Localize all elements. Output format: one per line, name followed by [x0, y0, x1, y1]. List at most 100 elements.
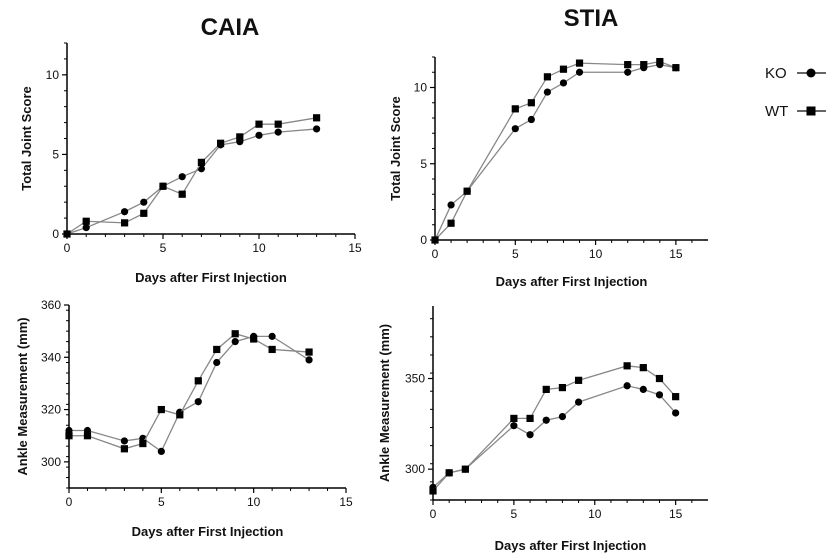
stia-score-wt-point — [672, 64, 680, 72]
stia-score-x-tick-label: 10 — [589, 247, 603, 261]
caia-score-ko-point — [274, 128, 282, 136]
caia-ankle-y-tick-label: 320 — [41, 403, 61, 417]
chart-panels: CAIA 0 5 10 15 0 5 10 Days after First Injection… — [15, 5, 708, 553]
caia-score-x-axis-label: Days after First Injection — [135, 270, 287, 285]
legend-square-marker — [806, 106, 816, 116]
stia-score-title: STIA — [564, 5, 619, 32]
stia-score-wt-point — [447, 219, 455, 227]
caia-ankle-ko-point — [268, 332, 276, 340]
caia-ankle-y-tick-label: 300 — [41, 455, 61, 469]
stia-score-ko-line — [434, 63, 677, 241]
stia-score-wt-point — [431, 236, 439, 244]
stia-score-y-axis-label: Total Joint Score — [388, 96, 403, 201]
caia-ankle-ko-point — [305, 356, 313, 364]
stia-ankle-x-tick-label: 5 — [511, 507, 518, 521]
caia-score-x-tick-label: 0 — [64, 241, 71, 255]
caia-score-series-wt — [63, 114, 321, 238]
stia-ankle-ko-point — [672, 409, 680, 417]
caia-score-x-tick-label: 15 — [348, 241, 362, 255]
caia-ankle-wt-point — [120, 445, 128, 453]
stia-ankle-x-axis-label: Days after First Injection — [495, 538, 647, 553]
stia-score-wt-point — [640, 61, 648, 69]
stia-ankle-wt-point — [574, 376, 583, 384]
stia-score-wt-point — [463, 187, 471, 195]
stia-score-series-ko — [431, 61, 680, 244]
stia-score-x-tick-label: 5 — [512, 247, 519, 261]
caia-score-ko-point — [313, 125, 321, 133]
legend-item-wt: WT — [765, 103, 826, 120]
caia-ankle-wt-point — [231, 330, 239, 338]
stia-ankle-x-tick-label: 10 — [588, 507, 602, 521]
stia-score-wt-point — [656, 57, 664, 66]
caia-ankle-y-tick-label: 340 — [41, 350, 61, 364]
caia-ankle-wt-point — [213, 345, 221, 354]
caia-ankle-wt-point — [305, 348, 313, 356]
stia-ankle-ko-point — [526, 431, 534, 439]
stia-ankle-x-tick-label: 15 — [669, 507, 683, 521]
stia-ankle-ko-point — [655, 391, 664, 399]
caia-score-wt-point — [274, 120, 282, 128]
stia-score-ko-point — [543, 88, 552, 96]
stia-ankle-wt-line — [432, 365, 677, 492]
stia-score-wt-point — [624, 61, 632, 69]
caia-ankle-wt-point — [176, 411, 184, 419]
legend: KO WT — [765, 65, 826, 120]
caia-ankle-wt-point — [83, 432, 92, 440]
caia-score-chart: CAIA 0 5 10 15 0 5 10 Days after First Injection… — [19, 14, 362, 285]
caia-ankle-ko-point — [194, 398, 202, 406]
caia-ankle-ko-point — [213, 358, 221, 367]
stia-ankle-wt-point — [429, 487, 437, 495]
caia-score-y-axis-label: Total Joint Score — [19, 86, 34, 191]
caia-score-wt-point — [140, 209, 148, 217]
stia-ankle-wt-point — [510, 414, 518, 423]
caia-score-y-tick-label: 5 — [52, 147, 59, 161]
caia-ankle-y-tick-label: 360 — [41, 298, 61, 312]
stia-score-wt-point — [511, 105, 519, 113]
stia-score-x-tick-label: 15 — [669, 247, 683, 261]
stia-score-ko-point — [447, 201, 455, 209]
stia-score-ko-point — [511, 125, 519, 133]
stia-ankle-wt-point — [526, 414, 534, 423]
stia-score-x-tick-label: 0 — [432, 247, 439, 261]
stia-ankle-wt-point — [655, 374, 664, 383]
caia-ankle-wt-point — [139, 439, 147, 448]
stia-score-wt-point — [575, 59, 584, 67]
caia-ankle-chart: 0 5 10 15 300 320 340 360 Days after First Injec… — [15, 298, 353, 539]
stia-ankle-ko-point — [558, 412, 567, 421]
stia-score-wt-point — [543, 73, 552, 81]
stia-ankle-ko-point — [574, 398, 583, 406]
caia-ankle-x-tick-label: 5 — [158, 495, 165, 509]
caia-score-ko-point — [178, 173, 186, 181]
stia-score-series-wt — [431, 57, 680, 244]
caia-ankle-ko-point — [231, 338, 239, 346]
stia-score-y-tick-label: 0 — [420, 233, 427, 247]
caia-score-ko-point — [255, 131, 263, 139]
caia-score-y-tick-label: 10 — [46, 68, 60, 82]
caia-score-ko-point — [82, 224, 90, 232]
caia-ankle-wt-point — [268, 345, 276, 354]
stia-ankle-wt-point — [639, 364, 647, 372]
legend-label: WT — [765, 103, 788, 120]
stia-ankle-ko-point — [542, 416, 550, 424]
caia-ankle-wt-point — [250, 335, 258, 343]
caia-score-wt-point — [217, 139, 225, 147]
stia-score-ko-point — [575, 68, 584, 76]
caia-ankle-x-axis-label: Days after First Injection — [132, 524, 284, 539]
caia-ankle-wt-point — [194, 377, 202, 385]
stia-ankle-ko-line — [432, 385, 677, 488]
caia-ankle-ko-point — [157, 447, 165, 455]
caia-score-wt-point — [255, 120, 263, 128]
stia-score-ko-point — [559, 79, 568, 87]
caia-ankle-ko-point — [120, 437, 128, 445]
stia-ankle-ko-point — [639, 385, 647, 394]
stia-ankle-wt-point — [558, 383, 567, 392]
legend-item-ko: KO — [765, 65, 826, 82]
caia-score-title: CAIA — [201, 14, 260, 41]
caia-score-wt-point — [236, 133, 244, 141]
caia-ankle-x-tick-label: 10 — [247, 495, 261, 509]
caia-ankle-series-wt — [65, 330, 313, 453]
stia-ankle-series-ko — [429, 382, 680, 491]
caia-score-ko-line — [66, 128, 317, 235]
caia-score-series-ko — [63, 125, 321, 238]
